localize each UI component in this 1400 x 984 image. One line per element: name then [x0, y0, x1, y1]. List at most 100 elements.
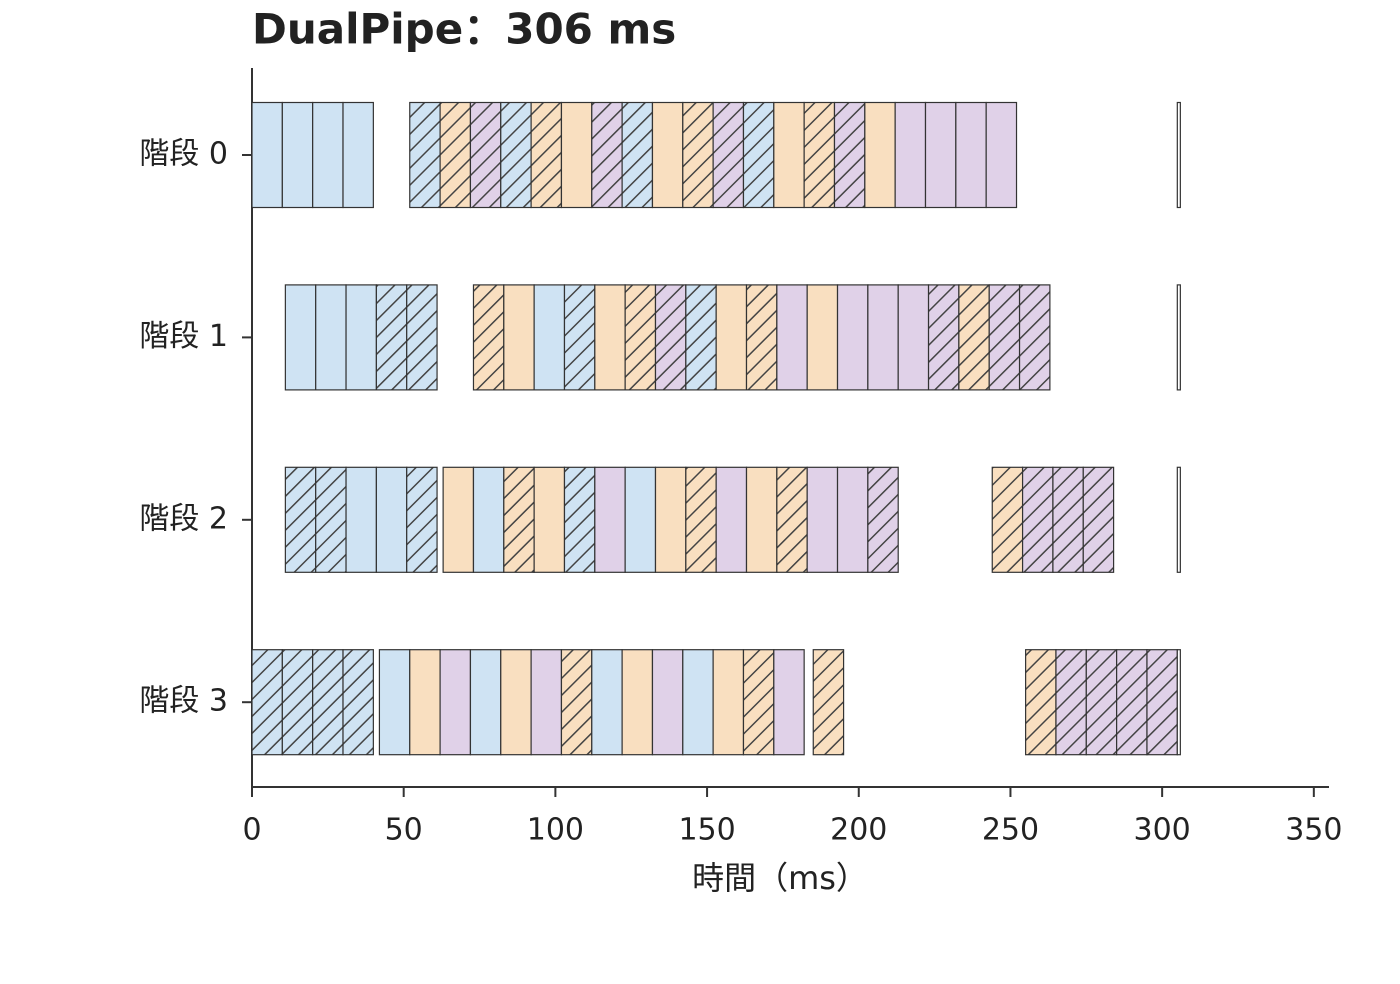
- task-block: [806, 466, 839, 573]
- task-block: [715, 466, 748, 573]
- x-axis-label: 時間（ms）: [692, 859, 868, 897]
- chart-title: DualPipe：306 ms: [252, 5, 676, 54]
- task-block: [712, 101, 745, 209]
- x-tick-label: 100: [527, 813, 584, 848]
- task-block: [864, 101, 896, 209]
- task-block: [503, 466, 535, 573]
- task-block: [894, 101, 927, 209]
- task-block: [315, 466, 347, 573]
- task-block: [409, 649, 441, 756]
- task-block: [530, 649, 563, 756]
- task-block: [776, 466, 808, 573]
- task-block: [836, 466, 869, 573]
- task-block: [958, 284, 990, 391]
- task-block: [375, 284, 408, 391]
- y-tick-label: 階段 3: [139, 684, 228, 719]
- task-block: [955, 101, 987, 209]
- task-block: [745, 466, 778, 573]
- task-block: [806, 284, 839, 391]
- task-block: [682, 101, 714, 209]
- task-block: [654, 284, 687, 391]
- task-block: [833, 101, 866, 209]
- task-block: [563, 284, 596, 391]
- task-block: [1085, 649, 1118, 756]
- task-block: [836, 284, 869, 391]
- task-block: [624, 284, 657, 391]
- task-block: [682, 649, 714, 756]
- task-block: [812, 649, 845, 756]
- y-tick-label: 階段 0: [139, 137, 228, 172]
- task-block: [1025, 649, 1057, 756]
- task-block: [375, 466, 408, 573]
- task-block: [533, 284, 566, 391]
- task-block: [712, 649, 745, 756]
- task-block: [867, 284, 899, 391]
- task-block: [563, 466, 596, 573]
- task-block: [345, 284, 377, 391]
- task-block: [621, 101, 654, 209]
- task-block: [560, 649, 593, 756]
- task-block: [281, 101, 314, 209]
- task-block: [406, 284, 438, 391]
- task-block: [654, 466, 687, 573]
- task-block: [1021, 466, 1054, 573]
- task-block: [621, 649, 654, 756]
- task-block: [312, 649, 344, 756]
- task-block: [867, 466, 899, 573]
- task-block: [594, 466, 626, 573]
- task-block: [685, 466, 717, 573]
- task-block: [1055, 649, 1087, 756]
- task-block: [281, 649, 314, 756]
- task-block: [991, 466, 1024, 573]
- task-block: [439, 649, 472, 756]
- task-block: [251, 101, 283, 209]
- task-block: [591, 649, 623, 756]
- task-block: [503, 284, 535, 391]
- task-block: [1082, 466, 1115, 573]
- task-block: [1146, 649, 1178, 756]
- x-tick-label: 200: [830, 813, 887, 848]
- task-block: [560, 101, 593, 209]
- x-tick-label: 300: [1134, 813, 1191, 848]
- x-tick-label: 250: [982, 813, 1039, 848]
- y-tick-label: 階段 2: [139, 501, 228, 536]
- task-block: [409, 101, 441, 209]
- task-block: [378, 649, 411, 756]
- task-block: [1116, 649, 1148, 756]
- task-block: [439, 101, 472, 209]
- task-block: [624, 466, 657, 573]
- task-block: [651, 101, 684, 209]
- task-block: [530, 101, 563, 209]
- task-block: [988, 284, 1021, 391]
- task-block: [500, 101, 532, 209]
- task-block: [1176, 466, 1181, 573]
- task-block: [651, 649, 684, 756]
- task-block: [472, 466, 505, 573]
- task-block: [715, 284, 748, 391]
- task-block: [442, 466, 475, 573]
- task-block: [284, 466, 317, 573]
- task-block: [1052, 466, 1084, 573]
- task-block: [345, 466, 377, 573]
- x-tick-label: 50: [385, 813, 423, 848]
- task-block: [342, 649, 374, 756]
- task-block: [897, 284, 930, 391]
- task-block: [924, 101, 957, 209]
- task-block: [469, 649, 502, 756]
- task-block: [251, 649, 283, 756]
- task-block: [773, 101, 805, 209]
- x-tick-label: 0: [242, 813, 261, 848]
- task-block: [742, 101, 775, 209]
- x-tick-label: 150: [678, 813, 735, 848]
- task-block: [594, 284, 626, 391]
- task-block: [742, 649, 775, 756]
- task-block: [1176, 101, 1181, 209]
- task-block: [773, 649, 805, 756]
- task-block: [312, 101, 344, 209]
- task-block: [533, 466, 566, 573]
- task-block: [1176, 284, 1181, 391]
- task-block: [500, 649, 532, 756]
- x-tick-label: 350: [1285, 813, 1342, 848]
